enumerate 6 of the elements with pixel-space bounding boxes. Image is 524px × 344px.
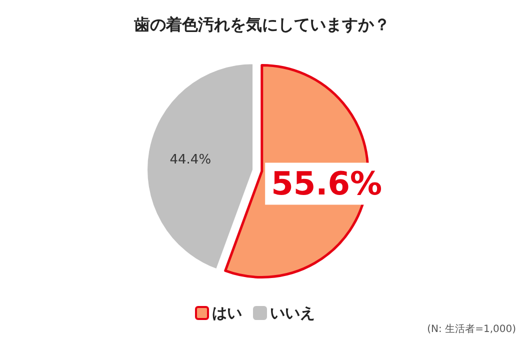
text: (N: 生活者=1,000) xyxy=(427,323,516,335)
data-label: 44.4% xyxy=(170,152,212,168)
legend-label: はい xyxy=(212,304,242,322)
chart-title: 歯の着色汚れを気にしていますか？ xyxy=(133,15,390,34)
legend-label: いいえ xyxy=(270,304,315,322)
data-label: 55.6% xyxy=(271,164,382,203)
